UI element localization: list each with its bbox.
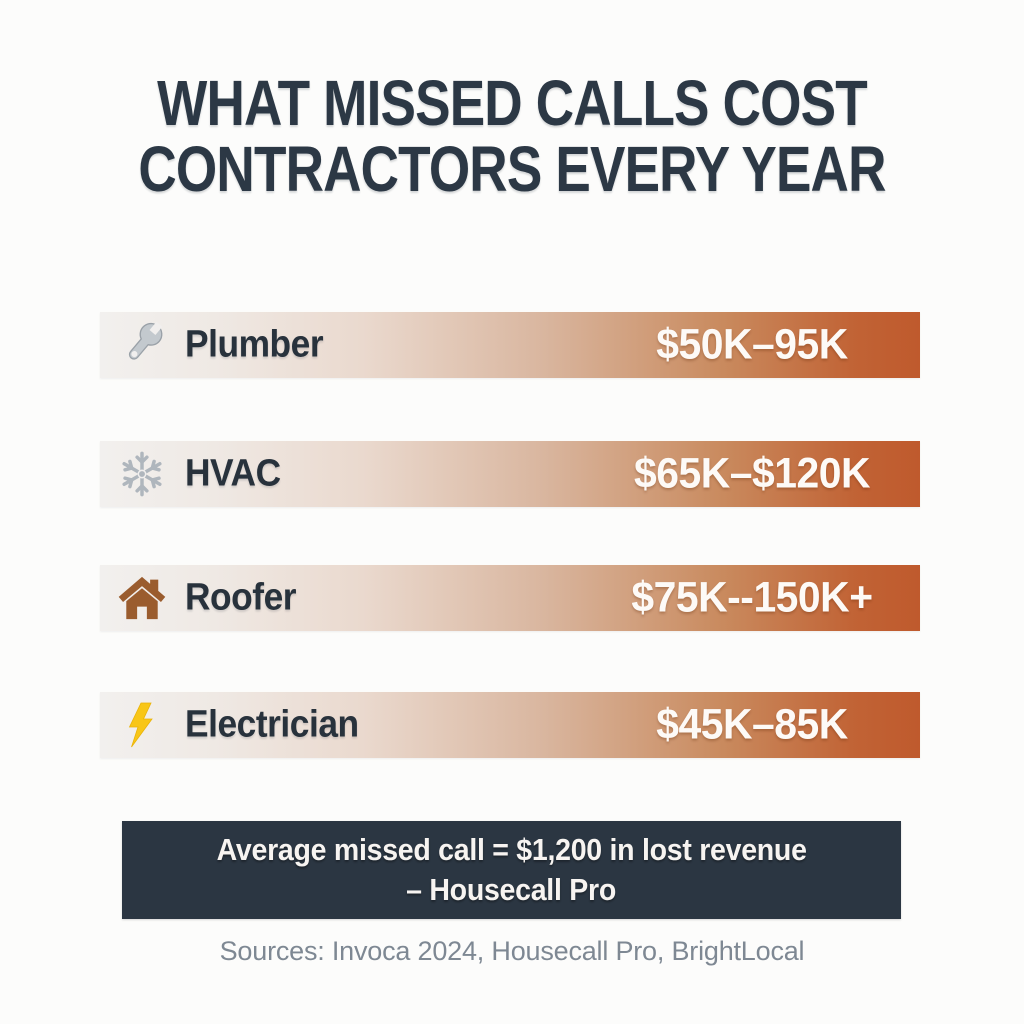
category-value: $50K–95K [656, 320, 848, 369]
wrench-icon [115, 318, 169, 372]
category-label: Roofer [185, 576, 297, 619]
callout-line1: Average missed call = $1,200 in lost rev… [216, 832, 807, 867]
page-title-line1: WHAT MISSED CALLS COST [157, 67, 867, 139]
category-bar-electrician: Electrician $45K–85K [100, 692, 920, 758]
house-icon [115, 571, 169, 625]
page-title: WHAT MISSED CALLS COST CONTRACTORS EVERY… [87, 70, 937, 202]
category-value: $45K–85K [656, 700, 848, 749]
category-bar-hvac: HVAC $65K–$120K [100, 441, 920, 507]
lightning-icon [115, 698, 169, 752]
page-title-line2: CONTRACTORS EVERY YEAR [138, 133, 886, 205]
callout-panel: Average missed call = $1,200 in lost rev… [122, 821, 901, 919]
sources-text: Sources: Invoca 2024, Housecall Pro, Bri… [219, 936, 805, 966]
snowflake-icon [115, 447, 169, 501]
callout-line2: – Housecall Pro [406, 872, 617, 907]
category-label: HVAC [185, 452, 281, 495]
category-label: Electrician [185, 703, 359, 746]
category-value: $65K–$120K [633, 449, 871, 498]
category-bar-roofer: Roofer $75K--150K+ [100, 565, 920, 631]
category-bar-plumber: Plumber $50K–95K [100, 312, 920, 378]
category-value: $75K--150K+ [631, 573, 873, 622]
category-label: Plumber [185, 323, 324, 366]
